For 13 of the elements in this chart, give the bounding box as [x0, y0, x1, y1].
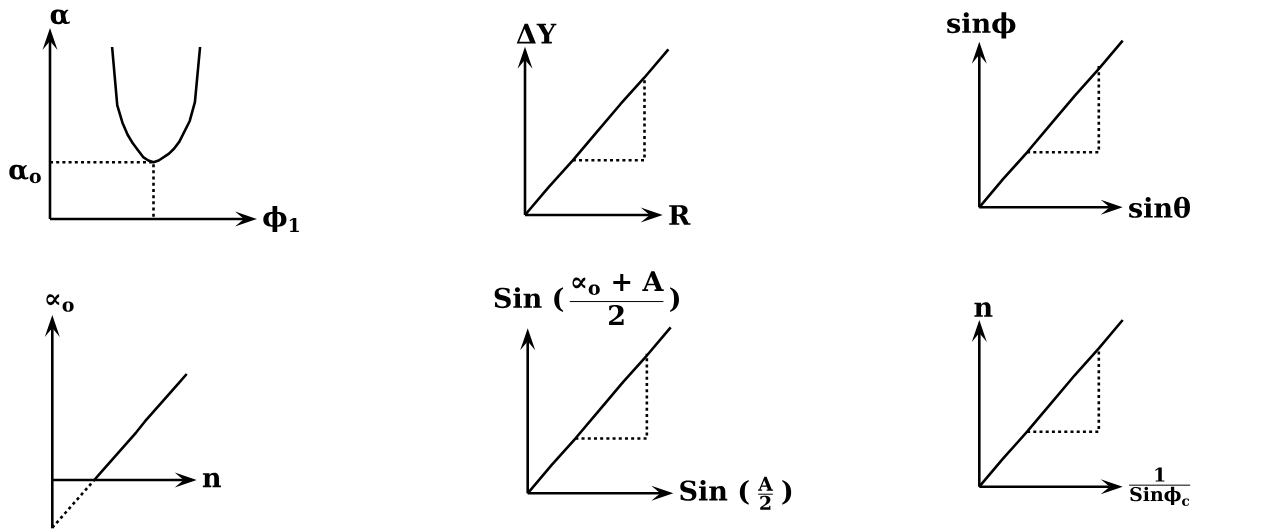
- y-axis-title: n: [974, 302, 993, 317]
- text: α$_{o}$: [9, 164, 41, 184]
- y-axis-title: α: [50, 9, 70, 25]
- x-axis-title: R: [669, 205, 691, 225]
- y-axis-title: $\text{Sin (}\,\frac{\text{∝}_{\text{o}}\text{ + A}}{\text{2}}\,\text{)}$: [494, 271, 679, 326]
- x-axis-title: ϕ$_{1}$: [263, 205, 299, 233]
- y-axis-title: sinϕ: [947, 12, 1016, 39]
- x-axis-title: n: [202, 472, 221, 488]
- y-axis-title: ΔY: [516, 23, 557, 44]
- x-axis-title: $\frac{\text{1}}{\text{Sinϕ}_{\text{c}}}$: [1129, 467, 1191, 506]
- x-axis-title: sinθ: [1129, 196, 1190, 218]
- x-axis-title: $\text{Sin (}\;\frac{\text{A}}{\text{2}}\;\text{)}$: [680, 476, 792, 510]
- y-axis-title: ∝$_{o}$: [46, 294, 74, 312]
